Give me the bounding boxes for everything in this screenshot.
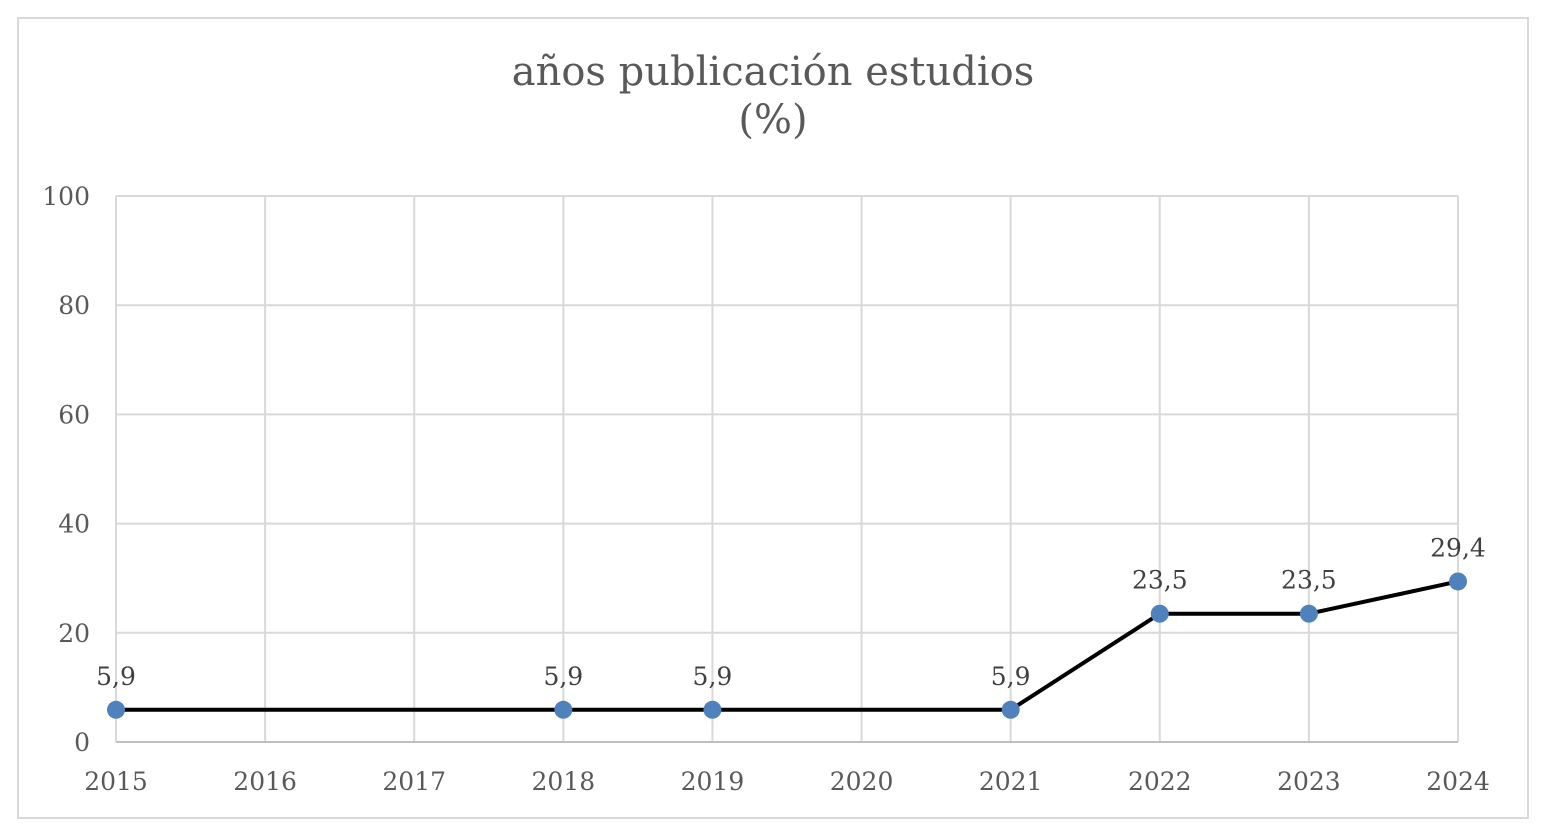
y-tick-label: 40: [58, 510, 90, 539]
x-tick-label: 2024: [1426, 767, 1490, 796]
data-label: 23,5: [1281, 566, 1337, 595]
data-point: [1001, 700, 1020, 719]
x-tick-label: 2020: [830, 767, 894, 796]
data-label: 29,4: [1430, 533, 1486, 562]
x-tick-label: 2017: [382, 767, 446, 796]
data-point: [703, 700, 722, 719]
chart-frame: [17, 17, 1529, 819]
chart-title-line-1: años publicación estudios: [511, 49, 1035, 95]
data-labels: 5,9 5,9 5,9 5,9 23,5 23,5 29,4: [96, 533, 1486, 690]
axes: 0 20 40 60 80 100 2015 2016 2017 2018 2019 2020 2021…: [42, 182, 1490, 796]
x-tick-label: 2018: [532, 767, 596, 796]
series-line-group: [116, 579, 1459, 712]
chart-title: años publicación estudios (%): [0, 48, 1546, 144]
x-tick-label: 2019: [681, 767, 745, 796]
data-label: 23,5: [1132, 566, 1188, 595]
data-label: 5,9: [543, 662, 583, 691]
y-tick-label: 0: [74, 728, 90, 757]
data-point: [1449, 572, 1467, 591]
data-label: 5,9: [96, 662, 136, 691]
data-point: [107, 700, 125, 719]
series-line: [116, 579, 1459, 712]
y-tick-label: 100: [42, 182, 90, 211]
x-tick-label: 2021: [979, 767, 1043, 796]
x-tick-label: 2016: [233, 767, 297, 796]
x-tick-label: 2023: [1277, 767, 1341, 796]
x-tick-label: 2022: [1128, 767, 1192, 796]
markers: [107, 572, 1467, 719]
data-label: 5,9: [991, 662, 1031, 691]
data-point: [554, 700, 573, 719]
y-tick-label: 60: [58, 400, 90, 429]
data-point: [1299, 604, 1318, 623]
data-label: 5,9: [693, 662, 733, 691]
chart-title-line-2: (%): [738, 97, 808, 143]
data-point: [1150, 604, 1169, 623]
y-tick-label: 80: [58, 291, 90, 320]
y-tick-label: 20: [58, 619, 90, 648]
grid: [115, 195, 1459, 742]
x-tick-label: 2015: [84, 767, 148, 796]
